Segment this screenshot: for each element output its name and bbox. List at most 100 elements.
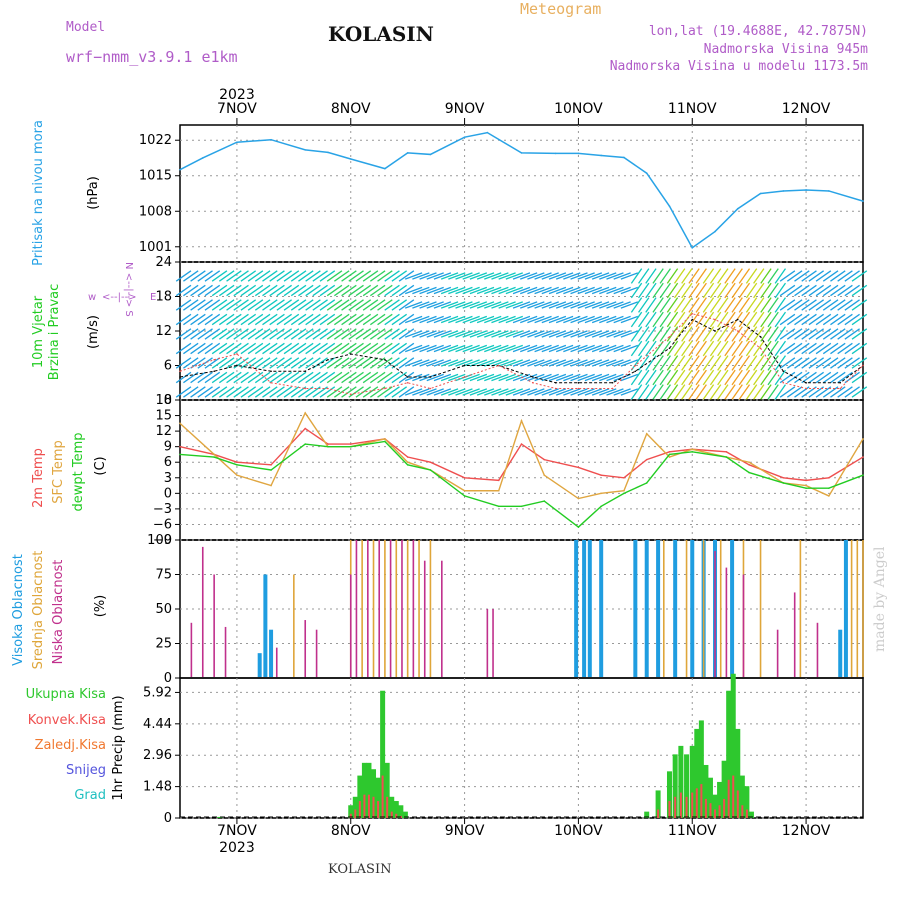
temp-point-1 <box>645 432 648 435</box>
wind-arrow <box>717 369 729 386</box>
temp-point-2 <box>304 443 307 445</box>
wind-arrow <box>398 342 415 355</box>
wind-arrow <box>822 270 839 282</box>
wind-arrow <box>355 299 372 311</box>
y-tick-label: −9 <box>153 533 172 548</box>
wind-arrow <box>498 388 516 396</box>
wind-arrow <box>290 284 307 297</box>
altitude-label: Nadmorska Visina 945m <box>703 42 868 57</box>
wind-arrow <box>599 286 617 295</box>
wind-arrow <box>638 297 650 313</box>
wind-arrow <box>369 357 386 369</box>
wind-speed-point <box>327 358 329 361</box>
temp-point-2 <box>543 500 546 502</box>
wind-arrow <box>455 330 473 338</box>
bottom-day-label: 12NOV <box>782 823 831 839</box>
precip-total-bar <box>684 754 690 818</box>
pressure-point <box>201 157 204 159</box>
wind-arrow <box>469 272 488 280</box>
wind-arrow <box>404 388 423 396</box>
wind-arrow <box>702 297 715 313</box>
wind-arrow <box>620 359 639 367</box>
wind-gust-point <box>532 381 534 384</box>
wind-arrow <box>484 301 502 309</box>
wind-arrow <box>204 342 221 355</box>
wind-speed-point <box>714 330 716 332</box>
wind-arrow <box>760 384 772 400</box>
temp-point-0 <box>406 456 409 458</box>
wind-arrow <box>786 328 803 340</box>
wind-arrow <box>767 355 779 371</box>
wind-arrow <box>269 342 285 355</box>
precip-total-bar <box>655 790 661 818</box>
wind-arrow <box>269 386 285 398</box>
wind-arrow <box>290 328 307 340</box>
wind-arrow <box>505 359 523 367</box>
wind-arrow <box>745 297 758 313</box>
wind-arrow <box>606 359 624 367</box>
wind-arrow <box>745 384 758 400</box>
wind-arrow <box>808 270 825 282</box>
wind-arrow <box>652 369 664 386</box>
wind-arrow <box>283 270 300 282</box>
pressure-point <box>714 230 716 233</box>
wind-arrow <box>377 284 393 297</box>
wind-arrow <box>745 311 758 328</box>
wind-arrow <box>283 357 300 369</box>
wind-arrow <box>298 328 314 340</box>
wind-arrow <box>226 386 242 398</box>
wind-arrow <box>731 297 743 313</box>
precip-total-bar <box>703 764 709 818</box>
wind-arrow <box>448 286 466 295</box>
wind-arrow <box>630 282 643 299</box>
temp-point-1 <box>805 484 807 487</box>
wind-arrow <box>377 386 393 398</box>
wind-arrow <box>851 299 868 311</box>
cloud-bar-1 <box>384 540 386 677</box>
wind-arrow <box>801 313 817 326</box>
wind-arrow <box>512 272 531 280</box>
wind-arrow <box>724 268 736 284</box>
wind-arrow <box>247 270 264 282</box>
pressure-point <box>828 190 830 192</box>
wind-arrow <box>197 270 213 282</box>
wind-arrow <box>815 284 832 297</box>
pressure-point <box>645 172 648 175</box>
wind-arrow <box>419 286 437 295</box>
wind-gust-point <box>691 312 694 315</box>
wind-speed-point <box>782 370 785 373</box>
wind-gust-point <box>668 335 671 338</box>
cloud-bar-2 <box>355 540 358 677</box>
precip-conv-bar <box>390 811 393 818</box>
wind-arrow <box>666 369 679 386</box>
wind-arrow <box>613 330 631 338</box>
cloud-bar-1 <box>850 540 853 677</box>
wind-arrow <box>724 326 736 342</box>
temp-point-1 <box>406 461 409 464</box>
wind-arrow <box>652 297 664 313</box>
wind-speed-line <box>179 318 864 384</box>
wind-arrow <box>276 313 292 326</box>
wind-arrow <box>673 355 686 371</box>
wind-arrow <box>808 299 825 311</box>
wind-arrow <box>455 272 473 280</box>
wind-arrow <box>426 373 444 382</box>
wind-arrow <box>844 284 860 297</box>
precip-total-bar <box>666 771 672 818</box>
wind-arrow <box>753 297 765 313</box>
wind-arrow <box>498 373 516 382</box>
wind-arrow <box>673 297 686 313</box>
cloud-bar-1 <box>293 574 295 677</box>
wind-arrow <box>448 272 466 280</box>
wind-arrow <box>175 299 192 311</box>
wind-arrow <box>702 369 715 386</box>
precip-conv-bar <box>386 796 389 818</box>
wind-arrow <box>312 313 328 326</box>
pressure-point <box>736 207 739 210</box>
wind-arrow <box>404 301 423 309</box>
wind-arrow <box>774 326 787 342</box>
wind-arrow <box>319 342 336 355</box>
wind-arrow <box>283 328 300 340</box>
cloud-bar-0 <box>574 540 579 677</box>
wind-arrow <box>584 315 603 324</box>
